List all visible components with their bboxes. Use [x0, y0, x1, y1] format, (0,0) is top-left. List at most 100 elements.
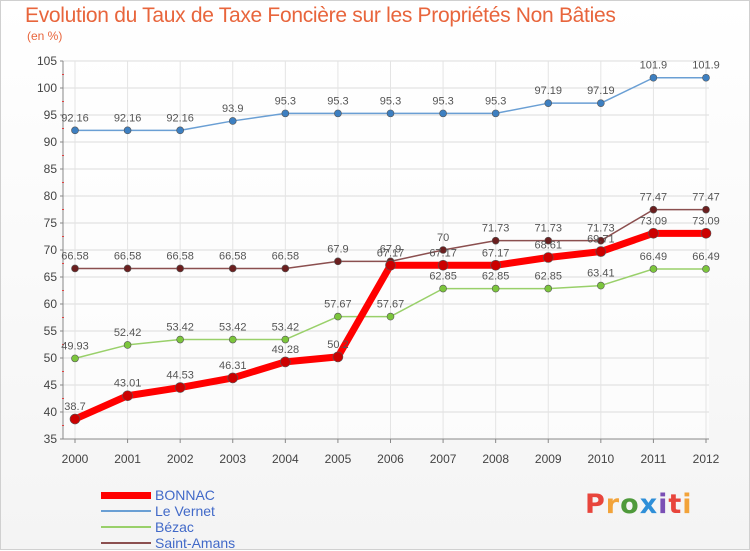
data-point	[649, 73, 658, 82]
data-point	[439, 246, 447, 254]
data-point	[597, 99, 605, 107]
y-tick-label: 75	[44, 216, 58, 230]
data-point	[332, 351, 344, 363]
data-label: 77.47	[640, 192, 668, 204]
y-tick-label: 85	[44, 162, 58, 176]
data-point	[544, 284, 553, 293]
x-tick-label: 2012	[693, 452, 720, 466]
x-tick-label: 2007	[430, 452, 457, 466]
legend-label: Le Vernet	[155, 503, 215, 519]
data-label: 73.09	[640, 215, 668, 227]
data-point	[385, 259, 396, 271]
data-point	[123, 264, 132, 273]
data-label: 71.73	[534, 223, 562, 235]
y-tick-label: 70	[44, 243, 58, 257]
data-point	[597, 281, 605, 290]
data-point	[71, 354, 79, 363]
y-tick-label: 105	[37, 54, 57, 68]
y-tick-label: 50	[44, 351, 58, 365]
data-label: 95.3	[327, 95, 348, 107]
data-label: 53.42	[219, 322, 247, 334]
logo-letter: x	[639, 489, 659, 520]
x-tick-label: 2008	[482, 452, 509, 466]
logo-letter: i	[682, 489, 693, 520]
data-label: 43.01	[114, 378, 142, 390]
data-point	[544, 236, 553, 245]
y-tick-label: 55	[44, 324, 58, 338]
data-label: 62.85	[429, 271, 457, 283]
data-label: 38.7	[64, 401, 85, 413]
data-point	[439, 284, 447, 293]
data-label: 53.42	[272, 322, 300, 334]
data-label: 97.19	[534, 85, 562, 97]
data-label: 66.58	[166, 250, 194, 262]
data-label: 66.58	[114, 250, 142, 262]
data-label: 46.31	[219, 360, 247, 372]
x-tick-label: 2011	[641, 452, 667, 466]
data-point	[280, 356, 291, 368]
data-point	[439, 109, 447, 118]
data-point	[174, 382, 186, 393]
data-label: 77.47	[692, 192, 720, 204]
y-tick-label: 35	[44, 432, 58, 446]
data-label: 71.73	[587, 223, 615, 235]
data-label: 95.3	[485, 95, 506, 107]
data-point	[700, 228, 712, 239]
y-tick-label: 40	[44, 405, 58, 419]
data-label: 101.9	[640, 60, 668, 72]
logo-letter: t	[668, 489, 683, 520]
x-tick-label: 2009	[535, 452, 562, 466]
y-tick-label: 90	[44, 135, 58, 149]
legend: BONNAC Le Vernet Bézac Saint-Amans	[101, 487, 235, 551]
data-label: 97.19	[587, 85, 615, 97]
data-point	[281, 264, 290, 273]
data-point	[281, 109, 290, 118]
data-point	[228, 117, 237, 125]
data-label: 62.85	[534, 271, 562, 283]
data-point	[176, 335, 184, 344]
y-unit-label: (en %)	[27, 29, 63, 43]
data-label: 95.3	[380, 95, 401, 107]
data-label: 52.42	[114, 327, 142, 339]
x-tick-label: 2001	[114, 452, 141, 466]
data-point	[123, 126, 132, 135]
data-label: 92.16	[61, 112, 89, 124]
data-point	[334, 312, 342, 321]
data-label: 57.67	[377, 299, 405, 311]
data-point	[334, 109, 342, 118]
data-label: 57.67	[324, 299, 352, 311]
data-label: 92.16	[166, 112, 194, 124]
data-point	[649, 265, 658, 273]
y-tick-label: 80	[44, 189, 58, 203]
data-point	[702, 265, 710, 273]
data-label: 67.17	[482, 247, 510, 259]
data-point	[491, 109, 500, 118]
legend-item: BONNAC	[101, 487, 235, 503]
data-point	[649, 205, 658, 214]
x-tick-label: 2006	[377, 452, 404, 466]
legend-swatch	[101, 491, 151, 499]
data-label: 95.3	[432, 95, 453, 107]
data-label: 66.49	[640, 251, 668, 263]
data-label: 95.3	[275, 95, 296, 107]
y-tick-label: 95	[44, 108, 58, 122]
legend-swatch	[101, 542, 151, 544]
logo-letter: i	[658, 489, 669, 520]
data-label: 67.9	[327, 243, 348, 255]
data-label: 101.9	[692, 60, 720, 72]
data-label: 67.9	[380, 243, 401, 255]
data-label: 67.17	[377, 247, 405, 259]
data-point	[595, 246, 607, 257]
chart-title: Evolution du Taux de Taxe Foncière sur l…	[25, 4, 616, 27]
data-point	[123, 341, 132, 349]
logo-letter: P	[585, 489, 606, 520]
y-tick-label: 60	[44, 297, 58, 311]
logo-letter: o	[620, 489, 640, 520]
data-label: 92.16	[114, 112, 142, 124]
data-point	[437, 259, 449, 271]
data-point	[71, 126, 79, 135]
data-label: 68.61	[534, 240, 562, 252]
data-label: 44.53	[166, 370, 194, 382]
legend-item: Bézac	[101, 519, 235, 535]
data-point	[71, 264, 79, 273]
